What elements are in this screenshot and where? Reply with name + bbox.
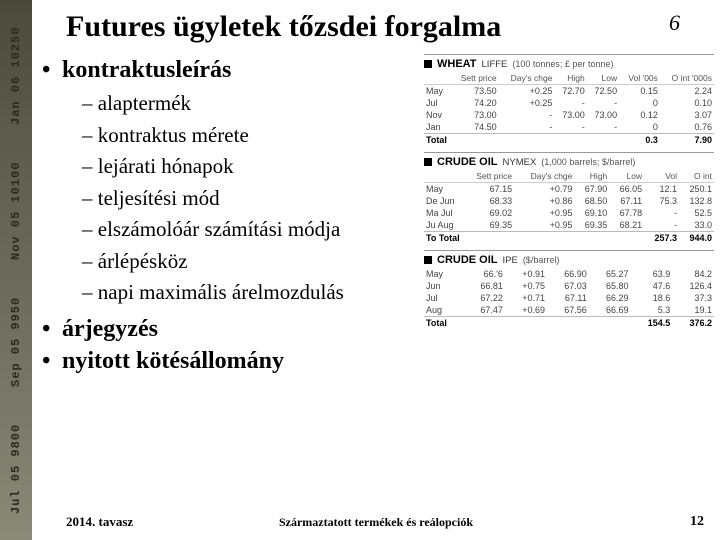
table-row: May73.50+0.2572.7072.500.152.24 [424,85,714,98]
sub-bullet: – alaptermék [82,88,424,120]
slide-footer: 2014. tavasz Származtatott termékek és r… [32,514,720,530]
chapter-number: 6 [669,10,686,36]
square-icon [424,60,432,68]
table-row: Jul74.20+0.25--00.10 [424,97,714,109]
wheat-table: WHEAT LIFFE (100 tonnes; £ per tonne) Se… [424,54,714,146]
bullet-item: árjegyzés [42,313,424,345]
footer-page-number: 12 [690,514,704,530]
table-row: Jul67.22+0.7167.1166.2918.637.3 [424,292,714,304]
bullet-item: kontraktusleírás – alaptermék – kontrakt… [42,54,424,309]
table-total-row: To Total257.3944.0 [424,232,714,245]
square-icon [424,256,432,264]
crude2-data-table: May66.'6+0.9166.9065.2763.984.2Jun66.81+… [424,268,714,329]
sub-bullet: – árlépésköz [82,246,424,278]
table-row: May66.'6+0.9166.9065.2763.984.2 [424,268,714,280]
bullet-column: kontraktusleírás – alaptermék – kontrakt… [32,54,424,378]
table-row: De Jun68.33+0.8668.5067.1175.3132.8 [424,195,714,207]
table-row: Jun66.81+0.7567.0365.8047.6126.4 [424,280,714,292]
sub-bullet: – teljesítési mód [82,183,424,215]
table-row: Nov73.00-73.0073.000.123.07 [424,109,714,121]
sub-bullet: – lejárati hónapok [82,151,424,183]
ticker-item: Jul 05 9800 [9,423,23,513]
crude-ipe-table: CRUDE OIL IPE ($/barrel) May66.'6+0.9166… [424,250,714,329]
footer-center: Származtatott termékek és reálopciók [279,515,473,530]
table-row: May67.15+0.7967.9066.0512.1250.1 [424,183,714,196]
sub-bullet: – elszámolóár számítási módja [82,214,424,246]
crude1-data-table: Sett priceDay's chgeHighLowVolO intMay67… [424,170,714,244]
table-row: Aug67.47+0.6967.5666.695.319.1 [424,304,714,317]
table-total-row: Total0.37.90 [424,134,714,147]
table-total-row: Total154.5376.2 [424,317,714,330]
sidebar-ticker-strip: Jul 05 9800 Sep 05 9950 Nov 05 10100 Jan… [0,0,32,540]
table-row: Jan74.50---00.76 [424,121,714,134]
slide-body: Futures ügyletek tőzsdei forgalma 6 kont… [32,0,720,540]
table-row: Ma Jul69.02+0.9569.1067.78-52.5 [424,207,714,219]
bullet-item: nyitott kötésállomány [42,345,424,377]
table-row: Ju Aug69.35+0.9569.3568.21-33.0 [424,219,714,232]
slide-title: Futures ügyletek tőzsdei forgalma [66,10,501,44]
crude-nymex-table: CRUDE OIL NYMEX (1,000 barrels; $/barrel… [424,152,714,244]
sub-bullet: – napi maximális árelmozdulás [82,277,424,309]
wheat-data-table: Sett priceDay's chgeHighLowVol '00sO int… [424,72,714,146]
footer-left: 2014. tavasz [66,514,133,530]
tables-column: WHEAT LIFFE (100 tonnes; £ per tonne) Se… [424,54,720,378]
square-icon [424,158,432,166]
ticker-item: Nov 05 10100 [9,161,23,259]
ticker-item: Sep 05 9950 [9,297,23,387]
sub-bullet: – kontraktus mérete [82,120,424,152]
ticker-item: Jan 06 10250 [9,26,23,124]
